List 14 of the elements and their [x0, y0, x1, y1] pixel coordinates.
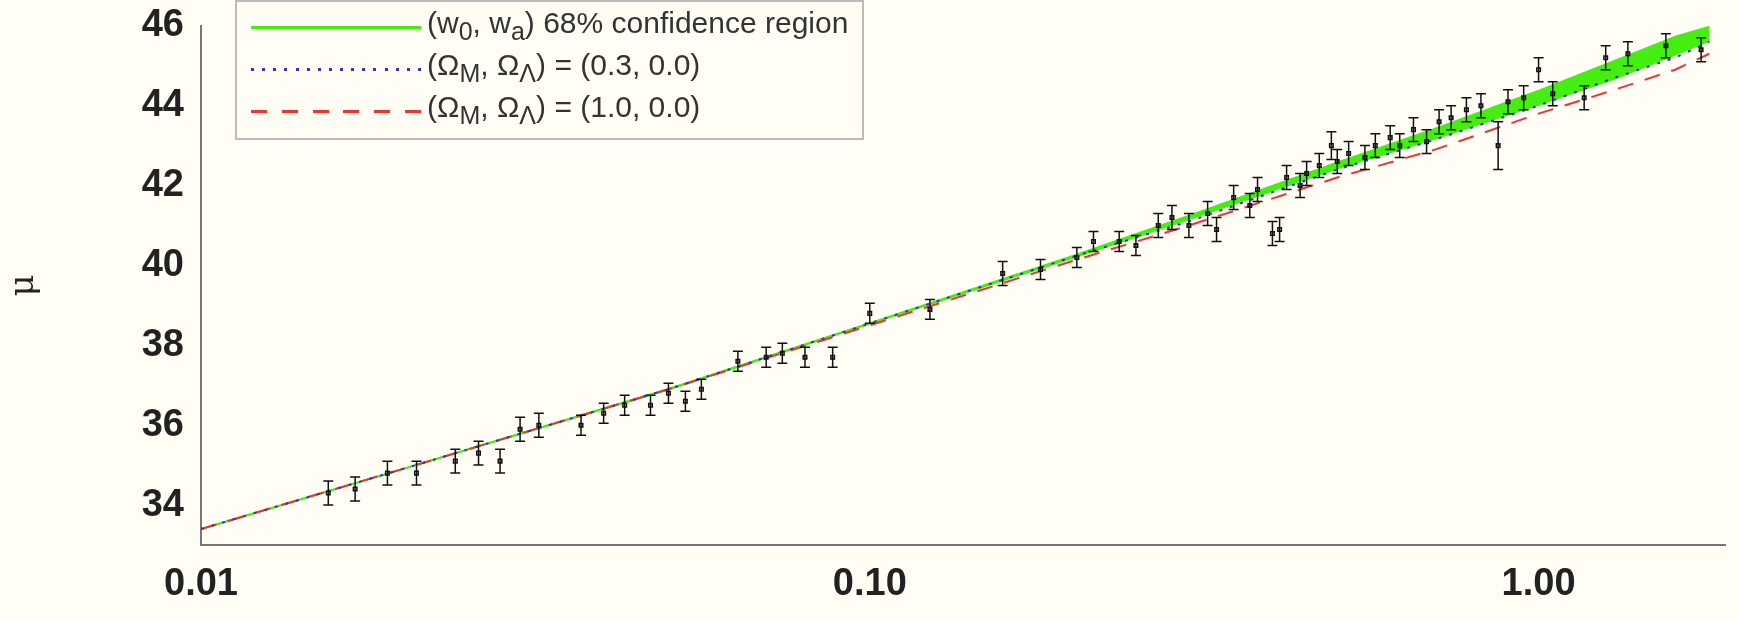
y-tick-label: 40: [141, 241, 184, 284]
y-tick-label: 34: [141, 481, 184, 524]
legend-label: (w$_{0}$, w$_{a}$) 68% confidence region: [427, 6, 849, 47]
y-tick-label: 36: [141, 401, 184, 444]
x-tick-label: 0.10: [832, 561, 907, 604]
y-tick-label: 42: [141, 162, 184, 205]
y-tick-label: 44: [141, 82, 184, 125]
y-tick-label: 38: [141, 321, 184, 364]
y-axis-title: μ: [1, 274, 42, 297]
y-tick-label: 46: [141, 2, 184, 45]
legend-label: (Ω$_{M}$, Ω$_{Λ}$) = (0.3, 0.0): [427, 48, 701, 89]
x-tick-label: 0.01: [164, 561, 238, 604]
legend-label: (Ω$_{M}$, Ω$_{Λ}$) = (1.0, 0.0): [427, 90, 701, 131]
x-tick-label: 1.00: [1501, 561, 1576, 604]
